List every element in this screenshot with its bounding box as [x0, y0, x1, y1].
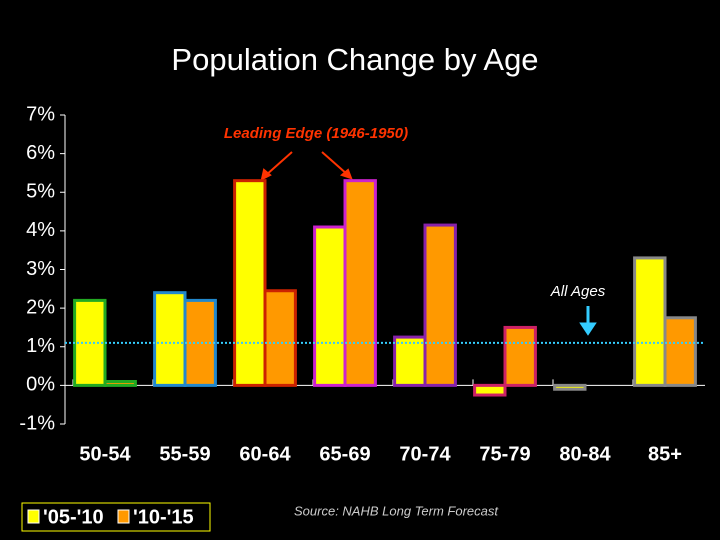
- reference-arrow: [579, 306, 597, 336]
- legend-swatch: [27, 509, 40, 524]
- bar: [423, 223, 457, 387]
- y-tick-label: 6%: [26, 142, 55, 164]
- bar: [233, 179, 267, 387]
- bar: [263, 289, 297, 387]
- y-tick-label: 3%: [26, 258, 55, 280]
- bar: [633, 256, 667, 387]
- x-tick-label: 65-69: [319, 443, 370, 465]
- bar: [103, 380, 137, 387]
- bar: [313, 225, 347, 387]
- y-tick-label: 4%: [26, 219, 55, 241]
- annotation: Leading Edge (1946-1950): [224, 125, 408, 142]
- bar: [503, 325, 537, 387]
- legend-swatch: [117, 509, 130, 524]
- bar: [343, 179, 377, 387]
- bar: [153, 291, 187, 387]
- x-tick-label: 80-84: [559, 443, 611, 465]
- legend-box: [21, 502, 211, 532]
- x-tick-label: 50-54: [79, 443, 131, 465]
- y-tick-label: 5%: [26, 181, 55, 203]
- legend-label: '10-'15: [133, 506, 194, 528]
- x-tick-label: 70-74: [399, 443, 451, 465]
- bar: [553, 383, 587, 391]
- y-tick-label: 0%: [26, 374, 55, 396]
- source: Source: NAHB Long Term Forecast: [294, 503, 499, 518]
- x-tick-label: 55-59: [159, 443, 210, 465]
- y-tick-label: 2%: [26, 296, 55, 318]
- legend-label: '05-'10: [43, 506, 104, 528]
- y-tick-label: -1%: [19, 412, 55, 434]
- annotation-arrows: [260, 151, 353, 181]
- chart-title: Population Change by Age: [171, 42, 538, 77]
- x-tick-label: 85+: [648, 443, 682, 465]
- bar: [393, 335, 427, 387]
- bar: [473, 383, 507, 397]
- y-tick-label: 7%: [26, 103, 55, 125]
- reference-label: All Ages: [550, 283, 606, 300]
- x-tick-label: 75-79: [479, 443, 530, 465]
- x-tick-label: 60-64: [239, 443, 291, 465]
- y-tick-label: 1%: [26, 335, 55, 357]
- bar: [663, 316, 697, 387]
